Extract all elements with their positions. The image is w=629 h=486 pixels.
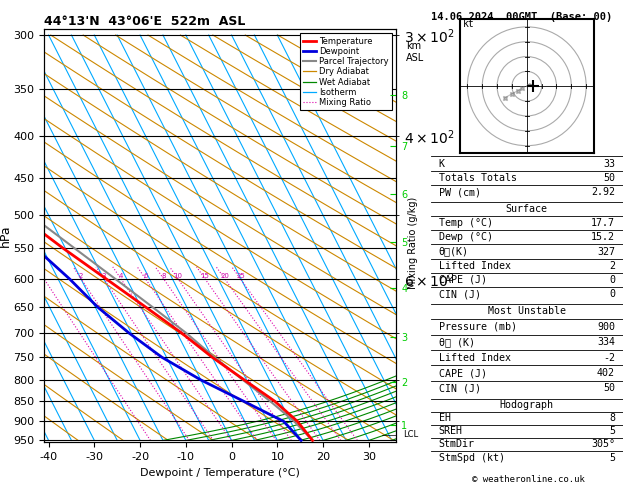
- Text: Lifted Index: Lifted Index: [438, 353, 511, 363]
- Text: 0: 0: [609, 289, 615, 299]
- Text: 2.92: 2.92: [591, 187, 615, 197]
- Text: Hodograph: Hodograph: [500, 400, 554, 410]
- Text: 14.06.2024  00GMT  (Base: 00): 14.06.2024 00GMT (Base: 00): [431, 12, 612, 22]
- X-axis label: Dewpoint / Temperature (°C): Dewpoint / Temperature (°C): [140, 468, 300, 478]
- Text: Dewp (°C): Dewp (°C): [438, 232, 493, 243]
- Text: 6: 6: [143, 273, 148, 279]
- Text: 8: 8: [609, 413, 615, 423]
- Text: 5: 5: [609, 452, 615, 463]
- Legend: Temperature, Dewpoint, Parcel Trajectory, Dry Adiabat, Wet Adiabat, Isotherm, Mi: Temperature, Dewpoint, Parcel Trajectory…: [300, 34, 392, 110]
- Text: PW (cm): PW (cm): [438, 187, 481, 197]
- Text: kt: kt: [463, 19, 475, 29]
- Text: 10: 10: [174, 273, 182, 279]
- Text: 4: 4: [119, 273, 123, 279]
- Text: 25: 25: [236, 273, 245, 279]
- Text: SREH: SREH: [438, 426, 462, 436]
- Text: 900: 900: [597, 322, 615, 332]
- Text: 44°13'N  43°06'E  522m  ASL: 44°13'N 43°06'E 522m ASL: [44, 15, 245, 28]
- Text: 3: 3: [102, 273, 106, 279]
- Text: Most Unstable: Most Unstable: [487, 307, 566, 316]
- Text: 0: 0: [609, 275, 615, 285]
- Text: θᴇ (K): θᴇ (K): [438, 337, 474, 347]
- Text: km
ASL: km ASL: [406, 41, 424, 63]
- Text: EH: EH: [438, 413, 450, 423]
- Text: 33: 33: [603, 158, 615, 169]
- Text: StmSpd (kt): StmSpd (kt): [438, 452, 504, 463]
- Text: CIN (J): CIN (J): [438, 289, 481, 299]
- Text: 50: 50: [603, 383, 615, 393]
- Text: LCL: LCL: [403, 430, 418, 439]
- Text: K: K: [438, 158, 445, 169]
- Text: Temp (°C): Temp (°C): [438, 218, 493, 228]
- Text: 15: 15: [201, 273, 209, 279]
- Text: 5: 5: [609, 426, 615, 436]
- Text: Mixing Ratio (g/kg): Mixing Ratio (g/kg): [408, 197, 418, 289]
- Y-axis label: hPa: hPa: [0, 225, 12, 247]
- Text: 2: 2: [79, 273, 83, 279]
- Text: © weatheronline.co.uk: © weatheronline.co.uk: [472, 475, 585, 484]
- Text: 50: 50: [603, 173, 615, 183]
- Text: 2: 2: [609, 260, 615, 271]
- Text: 305°: 305°: [591, 439, 615, 450]
- Text: Surface: Surface: [506, 204, 548, 214]
- Text: Pressure (mb): Pressure (mb): [438, 322, 516, 332]
- Text: 402: 402: [597, 368, 615, 378]
- Text: 15.2: 15.2: [591, 232, 615, 243]
- Text: 327: 327: [597, 246, 615, 257]
- Text: Lifted Index: Lifted Index: [438, 260, 511, 271]
- Text: CIN (J): CIN (J): [438, 383, 481, 393]
- Text: 334: 334: [597, 337, 615, 347]
- Text: 17.7: 17.7: [591, 218, 615, 228]
- Text: 8: 8: [162, 273, 166, 279]
- Text: -2: -2: [603, 353, 615, 363]
- Text: CAPE (J): CAPE (J): [438, 275, 487, 285]
- Text: θᴇ(K): θᴇ(K): [438, 246, 469, 257]
- Text: Totals Totals: Totals Totals: [438, 173, 516, 183]
- Text: 20: 20: [220, 273, 229, 279]
- Text: CAPE (J): CAPE (J): [438, 368, 487, 378]
- Text: StmDir: StmDir: [438, 439, 474, 450]
